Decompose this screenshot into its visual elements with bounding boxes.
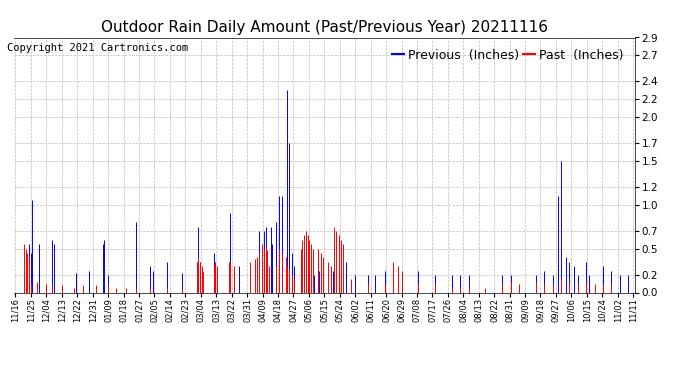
Text: Copyright 2021 Cartronics.com: Copyright 2021 Cartronics.com (7, 43, 188, 52)
Title: Outdoor Rain Daily Amount (Past/Previous Year) 20211116: Outdoor Rain Daily Amount (Past/Previous… (101, 20, 548, 35)
Legend: Previous  (Inches), Past  (Inches): Previous (Inches), Past (Inches) (386, 44, 629, 67)
